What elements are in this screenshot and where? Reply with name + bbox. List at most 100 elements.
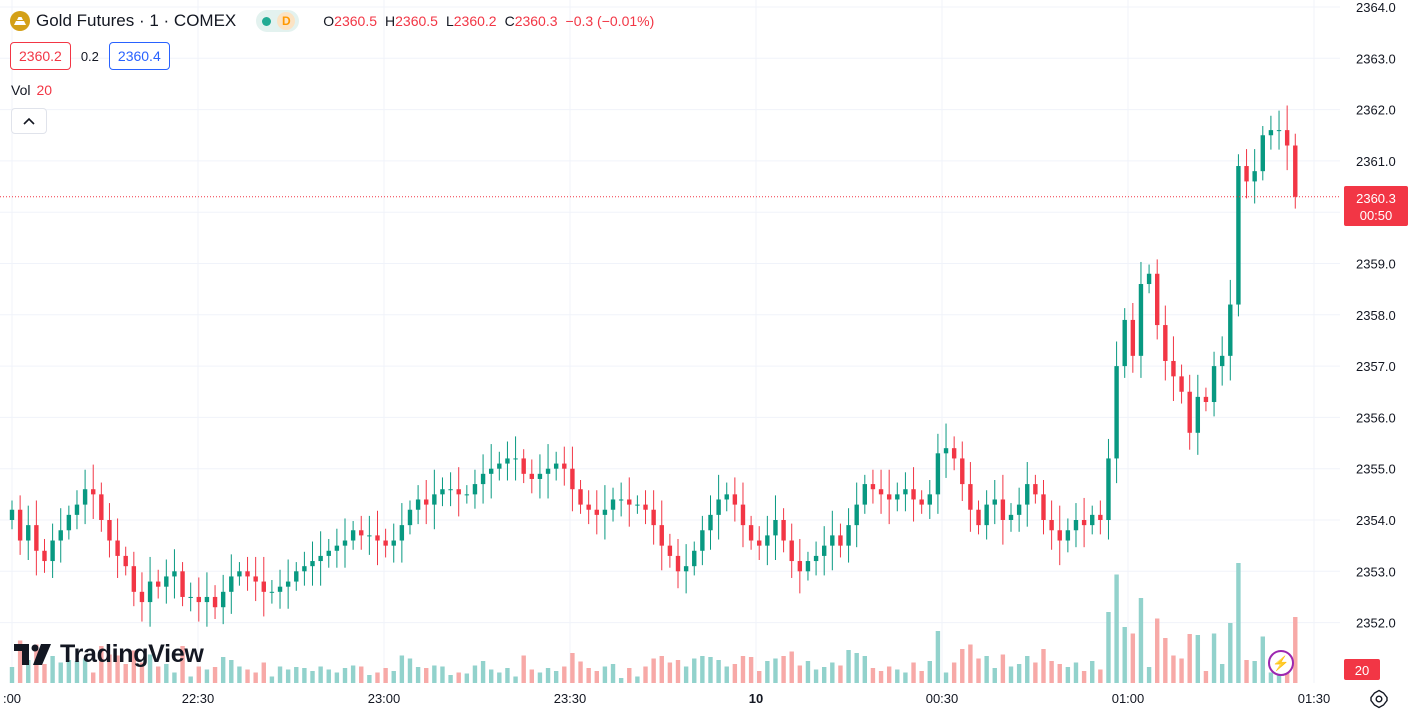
volume-bar [155,666,161,683]
gold-logo-icon[interactable] [10,11,30,31]
symbol-title[interactable]: Gold Futures · 1 · COMEX [36,11,237,30]
volume-bar [553,671,559,683]
candle-body [643,504,648,510]
time-axis[interactable]: :00 22:30 23:00 23:30 10 00:30 01:00 01:30 [3,691,1330,706]
volume-bar [643,666,648,683]
candle-body [261,581,266,592]
sell-button[interactable]: 2360.2 [10,42,71,70]
volume-bar [740,656,746,683]
volume-bar [180,646,185,683]
candle-body [115,540,120,556]
volume-bar [310,671,315,683]
volume-bar [424,668,429,683]
volume-bar [147,654,153,683]
volume-bar [675,660,681,683]
candle-body [748,525,754,541]
volume-bar [578,661,583,683]
volume-bar [399,655,405,683]
candle-body [610,499,616,510]
volume-bar [1025,656,1030,683]
candle-body [432,494,437,505]
candle-body [935,453,941,495]
candle-body [667,545,673,556]
last-price-label: 2360.3 [1356,191,1396,206]
candle-body [1073,520,1079,531]
volume-bar [50,656,55,683]
volume-bar [976,658,981,683]
lightning-alert-icon[interactable]: ⚡ [1268,650,1294,676]
volume-bar [651,658,656,683]
volume-bar [432,665,437,683]
candle-body [805,561,811,572]
candle-body [375,535,380,541]
collapse-legend-button[interactable] [11,108,47,134]
volume-bar [529,669,535,683]
volume-bar [391,671,396,683]
market-status[interactable]: D [256,10,300,32]
price-axis[interactable]: 2352.0 2353.0 2354.0 2355.0 2356.0 2357.0 2358… [1356,0,1396,631]
candle-body [813,555,819,562]
volume-bar [196,666,202,683]
candle-body [440,489,445,495]
candle-body [196,596,202,603]
candle-body [1195,396,1201,433]
volume-bar [545,668,551,683]
candle-body [1219,355,1225,367]
volume-bar [521,655,526,683]
candle-body [895,494,900,500]
volume-bar [115,655,120,683]
price-tick-label: 2357.0 [1356,359,1396,374]
candle-body [1130,319,1136,356]
volume-bar [1065,667,1071,683]
candle-body [1090,514,1095,526]
candle-body [212,596,218,608]
candle-body [269,591,275,593]
settings-gear-icon[interactable] [1368,688,1390,710]
tradingview-watermark[interactable]: TradingView [14,640,204,669]
delayed-data-badge: D [277,12,296,30]
low-value: 2360.2 [453,13,497,29]
candle-body [188,596,193,598]
candle-body [1106,458,1111,520]
volume-bar [350,665,356,683]
candle-body [147,581,153,603]
volume-bar [131,650,137,683]
volume-bar [74,661,80,683]
candle-body [846,525,851,546]
buy-button[interactable]: 2360.4 [108,42,170,70]
candle-body [513,458,518,460]
quote-row: 2360.2 0.2 2360.4 [10,42,170,70]
candle-body [302,566,307,572]
volume-bar [911,662,916,683]
candle-body [1049,520,1054,531]
volume-bar [107,654,112,683]
volume-bar [1195,635,1201,683]
price-tick-label: 2364.0 [1356,0,1396,15]
volume-bar [951,662,957,683]
volume-label[interactable]: Vol [11,82,31,98]
volume-bar [1016,664,1022,683]
candle-body [1155,273,1160,326]
tradingview-logo-icon [14,643,51,665]
candle-body [1098,514,1103,520]
candle-body [886,494,892,500]
volume-bar [992,668,997,683]
volume-bar [635,676,640,683]
volume-legend: Vol 20 [11,82,52,98]
candle-body [618,499,624,501]
volume-bar [407,658,413,683]
candle-body [220,591,226,608]
volume-bar [334,672,340,683]
candle-body [537,473,543,479]
candle-body [984,504,989,526]
volume-bar [139,662,145,683]
candle-body [708,514,713,531]
volume-bar [1260,636,1265,683]
volume-bar [1090,661,1095,683]
volume-bar [943,672,949,683]
candle-body [960,458,965,485]
candle-body [9,509,15,520]
close-value: 2360.3 [514,13,558,29]
